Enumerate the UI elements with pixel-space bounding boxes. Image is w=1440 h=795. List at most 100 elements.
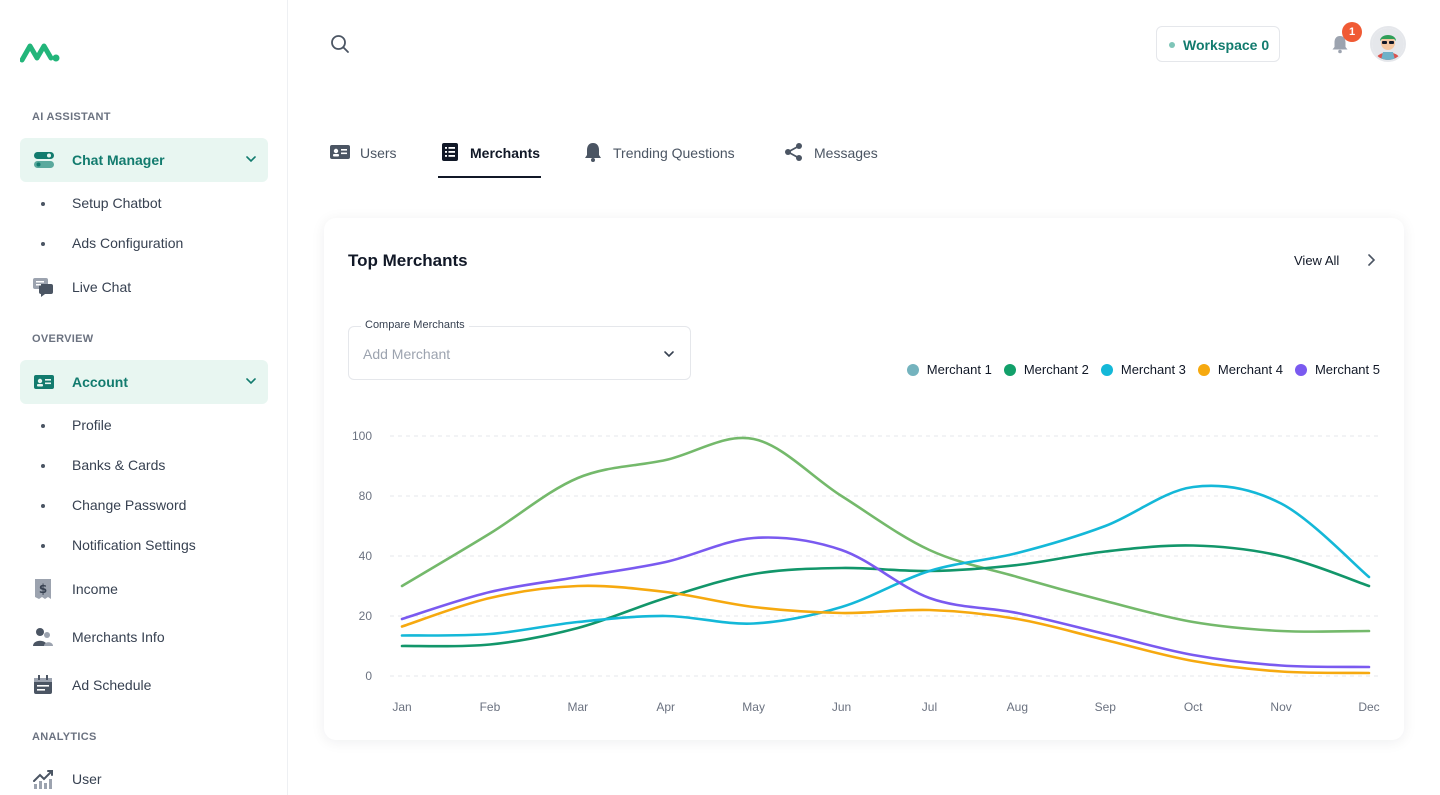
series-line-1[interactable] [400, 436, 1371, 633]
x-tick-label: May [742, 700, 765, 714]
x-tick-label: Dec [1358, 700, 1379, 714]
chart-legend: Merchant 1 Merchant 2 Merchant 3 Merchan… [906, 362, 1380, 377]
legend-item-merchant-3[interactable]: Merchant 3 [1100, 362, 1186, 377]
search-icon[interactable] [330, 34, 350, 54]
legend-item-merchant-1[interactable]: Merchant 1 [906, 362, 992, 377]
tab-merchants-label: Merchants [470, 145, 541, 161]
tab-messages-label: Messages [814, 145, 878, 161]
top-merchants-card: Top Merchants View All Compare Merchants… [324, 218, 1404, 740]
chevron-down-icon[interactable] [244, 152, 258, 166]
change-password-label: Change Password [72, 497, 187, 513]
compare-merchants-select[interactable]: Compare Merchants Add Merchant [348, 319, 691, 380]
merchants-info-label: Merchants Info [72, 629, 165, 645]
id-card-icon [330, 145, 350, 159]
legend-item-merchant-2[interactable]: Merchant 2 [1003, 362, 1089, 377]
bullet-icon [41, 202, 45, 206]
notification-badge: 1 [1342, 22, 1362, 42]
section-label-ai-assistant: AI ASSISTANT [32, 111, 111, 123]
x-tick-label: Nov [1270, 700, 1291, 714]
y-tick-label: 100 [352, 429, 372, 443]
x-tick-label: Sep [1095, 700, 1117, 714]
legend-label: Merchant 1 [926, 362, 992, 377]
y-tick-label: 80 [359, 489, 373, 503]
tab-users-label: Users [360, 145, 397, 161]
calendar-icon [34, 675, 52, 694]
add-merchant-placeholder: Add Merchant [363, 346, 451, 362]
workspace-status-dot [1169, 42, 1175, 48]
avatar[interactable] [1370, 26, 1406, 62]
legend-item-merchant-5[interactable]: Merchant 5 [1294, 362, 1380, 377]
setup-chatbot-label: Setup Chatbot [72, 195, 162, 211]
x-tick-label: Oct [1184, 700, 1203, 714]
toggle-icon [34, 152, 54, 168]
sidebar: AI ASSISTANT Chat Manager Setup Chatbot … [0, 0, 288, 795]
avatar-illustration [1372, 28, 1404, 60]
x-tick-label: Feb [480, 700, 501, 714]
chevron-down-icon[interactable] [244, 374, 258, 388]
bullet-icon [41, 242, 45, 246]
series-line-5[interactable] [400, 536, 1371, 669]
user-label: User [72, 771, 102, 787]
section-label-analytics: ANALYTICS [32, 731, 97, 743]
svg-text:$: $ [39, 582, 47, 596]
share-icon [785, 143, 802, 161]
receipt-dollar-icon: $ [35, 579, 51, 599]
notification-settings-label: Notification Settings [72, 537, 196, 553]
series-line-3[interactable] [400, 484, 1371, 637]
chat-manager-label: Chat Manager [72, 152, 165, 168]
users-icon [33, 628, 53, 646]
x-tick-label: Mar [567, 700, 588, 714]
banks-cards-label: Banks & Cards [72, 457, 166, 473]
line-chart: 100 80 40 20 0 Jan Feb Mar Apr May Jun Jul Aug Sep Oct… [352, 429, 1382, 714]
legend-dot [1294, 363, 1307, 376]
bullet-icon [41, 544, 45, 548]
tab-trending-questions-label: Trending Questions [613, 145, 735, 161]
card-title: Top Merchants [348, 251, 468, 270]
x-tick-label: Jan [392, 700, 411, 714]
legend-dot [906, 363, 919, 376]
series-line-4[interactable] [400, 584, 1371, 675]
series-line-2[interactable] [400, 544, 1371, 648]
profile-label: Profile [72, 417, 112, 433]
bell-icon[interactable] [1330, 34, 1350, 54]
ad-schedule-label: Ad Schedule [72, 677, 152, 693]
income-label: Income [72, 581, 118, 597]
compare-merchants-label: Compare Merchants [361, 319, 469, 331]
chevron-right-icon[interactable] [1364, 252, 1378, 268]
y-tick-label: 20 [359, 609, 373, 623]
bullet-icon [41, 464, 45, 468]
workspace-selector[interactable]: Workspace 0 [1156, 26, 1280, 62]
legend-label: Merchant 4 [1217, 362, 1283, 377]
trend-chart-icon [33, 770, 53, 789]
workspace-label: Workspace 0 [1183, 37, 1270, 53]
section-label-overview: OVERVIEW [32, 333, 94, 345]
bullet-icon [41, 424, 45, 428]
y-tick-label: 0 [365, 669, 372, 683]
receipt-icon [442, 143, 458, 161]
legend-dot [1100, 363, 1113, 376]
ads-configuration-label: Ads Configuration [72, 235, 184, 251]
sidebar-item-chat-manager[interactable]: Chat Manager [20, 138, 268, 182]
id-card-icon [34, 375, 54, 389]
account-label: Account [72, 374, 128, 390]
sidebar-item-account[interactable]: Account [20, 360, 268, 404]
chevron-down-icon[interactable] [662, 347, 676, 361]
legend-item-merchant-4[interactable]: Merchant 4 [1197, 362, 1283, 377]
x-tick-label: Jul [922, 700, 937, 714]
legend-dot [1003, 363, 1016, 376]
legend-label: Merchant 2 [1023, 362, 1089, 377]
live-chat-label: Live Chat [72, 279, 132, 295]
x-tick-label: Aug [1007, 700, 1028, 714]
x-tick-label: Apr [656, 700, 675, 714]
bell-icon [585, 143, 601, 162]
logo-icon[interactable] [20, 38, 62, 66]
y-tick-label: 40 [359, 549, 373, 563]
legend-dot [1197, 363, 1210, 376]
view-all-link[interactable]: View All [1294, 253, 1340, 268]
chat-bubbles-icon [33, 278, 53, 297]
legend-label: Merchant 3 [1120, 362, 1186, 377]
x-tick-label: Jun [832, 700, 851, 714]
legend-label: Merchant 5 [1314, 362, 1380, 377]
bullet-icon [41, 504, 45, 508]
active-tab-indicator [438, 176, 541, 178]
